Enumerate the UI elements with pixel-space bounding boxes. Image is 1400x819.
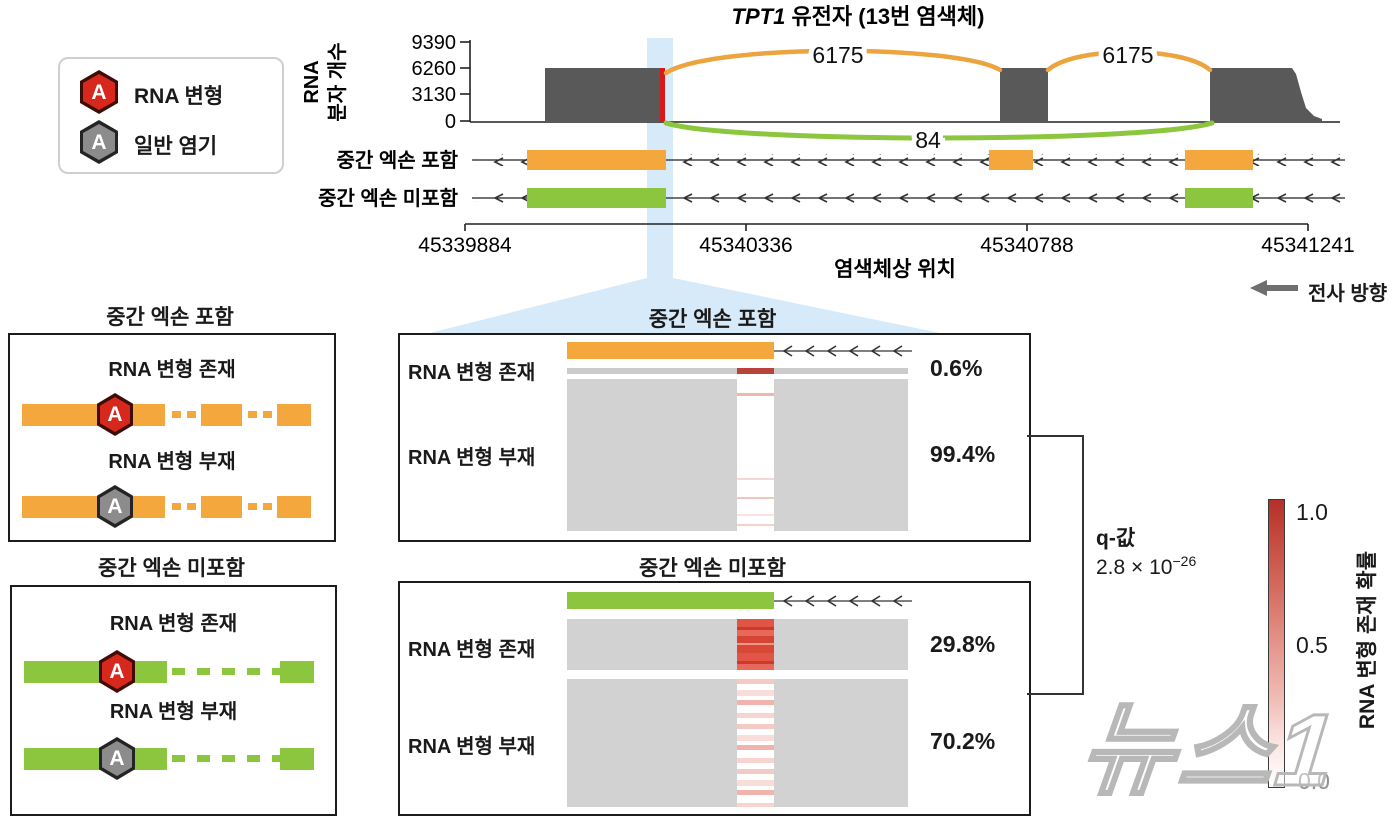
row-label: RNA 변형 존재 [109,613,238,635]
isoform-schematic-modified: A [12,650,335,694]
schematic-panel-skipping: RNA 변형 존재 A RNA 변형 부재 A [10,585,337,816]
legend-label-modified: RNA 변형 [134,85,224,108]
exons-inclusion [527,150,1253,170]
x-tick: 45340788 [980,234,1073,257]
x-tick: 45339884 [418,234,512,257]
gene-name: TPT1 [732,4,786,29]
normal-base-icon: A [99,737,135,780]
transcription-direction-label: 전사 방향 [1308,283,1388,305]
hex-letter: A [91,80,107,104]
exons-skipping [527,188,1253,208]
schematic-panel-inclusion-title: 중간 엑손 포함 [106,306,234,329]
row-label: RNA 변형 존재 [408,639,536,661]
percent-value: 29.8% [930,631,996,657]
modified-site-column [737,368,774,374]
hex-letter: A [91,130,107,154]
row-label: RNA 변형 부재 [408,736,536,758]
hex-letter: A [107,495,123,518]
x-axis-line [464,223,1309,231]
track-label-inclusion: 중간 엑손 포함 [336,149,458,172]
y-axis-label-line1: RNA [301,60,323,103]
intron-arrow-line [774,345,912,357]
junction-count: 6175 [812,42,863,68]
reads-block-unmodified [567,679,908,807]
row-label: RNA 변형 존재 [108,359,236,381]
y-tick: 9390 [412,32,457,54]
site-column-low-probability [737,679,774,807]
junction-arc-inclusion-left [663,48,1003,76]
read-panel-skipping-title: 중간 엑손 미포함 [639,557,786,580]
y-tick: 3130 [412,84,457,106]
percent-value: 0.6% [930,355,983,381]
plot-title: TPT1 유전자 (13번 염색체) [732,4,985,29]
transcription-direction-arrow-icon [1250,280,1298,296]
row-label: RNA 변형 부재 [408,447,536,469]
isoform-bar-skipping [567,592,774,609]
rna-modification-icon: A [97,393,133,436]
track-label-skipping: 중간 엑손 미포함 [318,187,459,210]
row-label: RNA 변형 존재 [408,362,536,384]
coverage-blocks [545,68,1322,122]
legend-box: A RNA 변형 A 일반 염기 [58,57,284,174]
rna-modification-icon: A [99,650,135,693]
news1-watermark: 뉴스1 [1074,692,1345,809]
read-panel-inclusion: RNA 변형 존재 0.6% RNA 변형 부재 99.4% [398,333,1031,542]
normal-base-icon: A [80,120,118,164]
q-value-label: q-값 [1096,527,1136,550]
reads-strip-modified [567,368,908,374]
x-tick: 45340336 [699,234,792,257]
q-value: 2.8 × 10−26 [1096,553,1196,580]
y-tick: 6260 [412,58,457,80]
percent-value: 99.4% [930,441,996,467]
isoform-bar-inclusion [567,342,774,359]
percent-value: 70.2% [930,728,996,754]
colorbar-tick-min: 0.0 [1298,768,1330,794]
reads-block-unmodified [567,379,908,531]
legend-label-normal: 일반 염기 [134,135,218,158]
site-column-low-probability [737,379,774,531]
q-value-base: 2.8 × 10 [1096,556,1173,579]
bracket-line-top [1027,435,1084,437]
plot-title-rest: 유전자 (13번 염색체) [791,4,984,29]
read-panel-inclusion-title: 중간 엑손 포함 [648,308,777,331]
schematic-panel-skipping-title: 중간 엑손 미포함 [98,557,245,580]
x-axis-label: 염색체상 위치 [834,258,956,281]
bracket-line-bottom [1027,693,1084,695]
read-panel-skipping: RNA 변형 존재 29.8% RNA 변형 부재 70.2% [398,581,1031,816]
junction-count: 6175 [1102,42,1153,68]
colorbar-axis-label: RNA 변형 존재 확률 [1356,550,1379,730]
row-label: RNA 변형 부재 [108,451,236,473]
isoform-schematic-unmodified: A [10,485,334,529]
hex-letter: A [109,660,125,683]
reads-block-modified [567,619,908,670]
hex-letter: A [109,747,125,770]
intron-arrow-line [774,595,912,607]
q-value-exponent: −26 [1172,553,1197,569]
isoform-schematic-unmodified: A [12,737,335,781]
schematic-panel-inclusion: RNA 변형 존재 A RNA 변형 부재 [8,333,336,542]
row-label: RNA 변형 부재 [109,701,238,723]
junction-arc-skipping [663,120,1215,141]
junction-arc-inclusion-right [1045,49,1213,73]
colorbar-tick-max: 1.0 [1296,499,1328,525]
site-column-high-probability [737,619,774,670]
hex-letter: A [107,403,123,426]
y-tick: 0 [445,111,456,133]
normal-base-icon: A [97,485,133,528]
junction-count: 84 [915,127,941,153]
x-tick: 45341241 [1261,234,1354,257]
rna-modification-site-marker [660,68,665,122]
colorbar-tick-mid: 0.5 [1296,632,1328,658]
gene-coverage-plot: TPT1 유전자 (13번 염색체) RNA 분자 개수 9390 6260 3… [301,4,1355,281]
probability-colorbar [1268,499,1285,788]
y-axis-label-line2: 분자 개수 [326,42,349,121]
intron-arrow-chevrons [476,192,1342,204]
bracket-line-vertical [1082,435,1084,695]
intron-arrow-chevrons [476,154,1342,166]
rna-modification-icon: A [80,70,118,114]
isoform-schematic-modified: A [10,393,334,437]
